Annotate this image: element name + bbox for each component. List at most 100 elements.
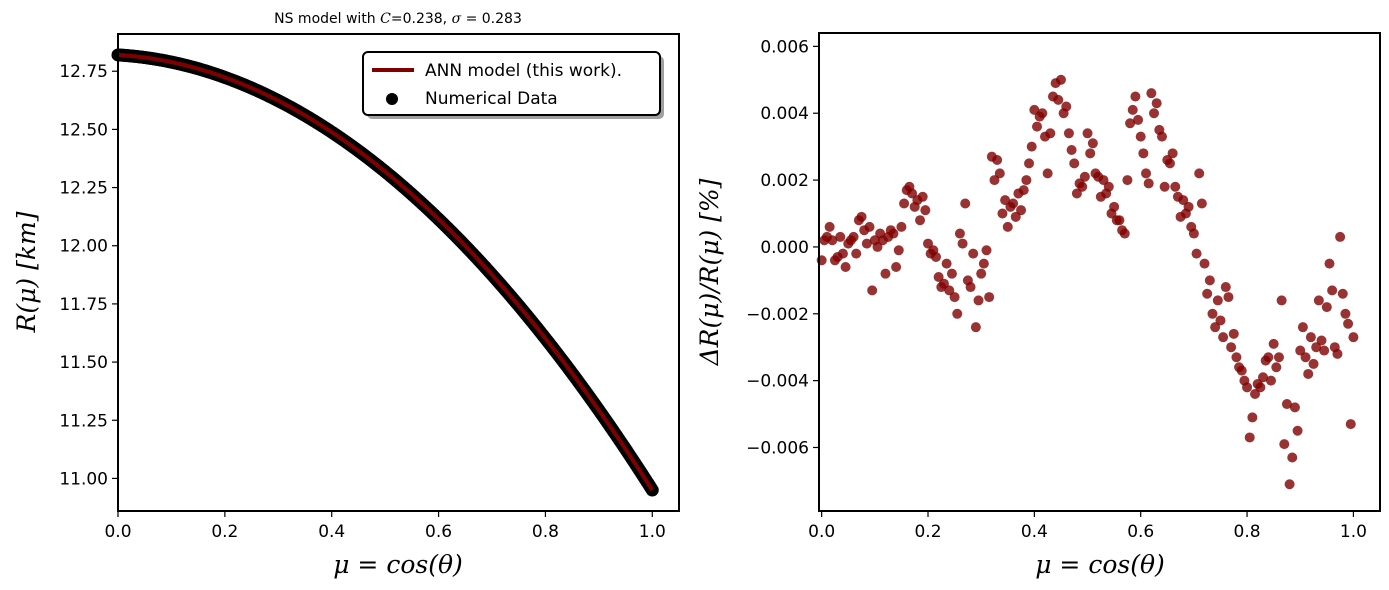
- left-y-axis-ticks: 11.00 11.25 11.50 11.75 12.00 12.25 12.50 12.75: [59, 62, 118, 489]
- residual-point: [1348, 332, 1359, 343]
- residual-point: [845, 235, 856, 246]
- residual-point: [1231, 352, 1242, 363]
- right-chart: 0.0 0.2 0.4 0.6 0.8 1.0 −0.006 −0.004 −0.002 0.0…: [695, 32, 1381, 579]
- residual-point: [1287, 452, 1298, 463]
- residual-point: [944, 285, 955, 296]
- residual-point: [1002, 221, 1013, 232]
- y-tick-label: 0.004: [760, 104, 809, 124]
- residual-point: [1305, 332, 1316, 343]
- residual-point: [946, 268, 957, 279]
- residual-point: [1220, 282, 1231, 293]
- x-tick-label: 1.0: [1340, 522, 1367, 542]
- ann-model-line: [117, 52, 654, 492]
- x-tick-label: 0.0: [808, 522, 835, 542]
- residual-point: [1265, 375, 1276, 386]
- residual-point: [1087, 138, 1098, 149]
- residual-point: [1250, 389, 1261, 400]
- residual-point: [1042, 168, 1053, 179]
- residual-point: [1032, 121, 1043, 132]
- residual-point: [952, 308, 963, 319]
- residual-point: [933, 272, 944, 283]
- residual-point: [1244, 432, 1255, 443]
- residual-point: [930, 251, 941, 262]
- residual-point: [1311, 342, 1322, 353]
- residual-point: [872, 241, 883, 252]
- y-tick-label: 11.75: [59, 295, 108, 315]
- residual-point: [1289, 402, 1300, 413]
- y-tick-label: 12.75: [59, 62, 108, 82]
- residual-point: [1074, 178, 1085, 189]
- residual-point: [1000, 195, 1011, 206]
- residual-point: [1098, 175, 1109, 186]
- residual-point: [973, 295, 984, 306]
- residual-point: [1016, 205, 1027, 216]
- residual-point: [1005, 201, 1016, 212]
- residual-point: [1335, 231, 1346, 242]
- residual-point: [1154, 124, 1165, 135]
- left-chart: NS model with C=0.238, σ = 0.283 0.0 0.2 0…: [12, 11, 680, 579]
- residual-point: [1021, 175, 1032, 186]
- residual-point: [1024, 158, 1035, 169]
- residual-point: [1135, 131, 1146, 142]
- residual-point: [1258, 372, 1269, 383]
- residual-point: [891, 261, 902, 272]
- residual-point: [1319, 345, 1330, 356]
- left-plot-area: [111, 48, 659, 497]
- residual-point: [867, 285, 878, 296]
- residual-point: [1218, 332, 1229, 343]
- residual-point: [1066, 144, 1077, 155]
- residual-point: [1247, 412, 1258, 423]
- residual-point: [957, 238, 968, 249]
- residual-point: [1215, 315, 1226, 326]
- residual-point: [1167, 148, 1178, 159]
- residual-point: [829, 255, 840, 266]
- y-tick-label: 11.00: [59, 469, 108, 489]
- residual-point: [1063, 128, 1074, 139]
- residual-point: [1029, 104, 1040, 115]
- residual-point: [981, 245, 992, 256]
- residual-point: [1239, 375, 1250, 386]
- residual-point: [1223, 292, 1234, 303]
- residual-point: [960, 198, 971, 209]
- x-tick-label: 0.4: [1021, 522, 1048, 542]
- residual-point: [997, 208, 1008, 219]
- x-tick-label: 0.4: [318, 522, 345, 542]
- residual-point: [1170, 181, 1181, 192]
- residual-point: [1324, 258, 1335, 269]
- residual-point: [915, 215, 926, 226]
- residual-point: [1308, 358, 1319, 369]
- residual-point: [1138, 148, 1149, 159]
- residual-point: [1164, 158, 1175, 169]
- residual-point: [1226, 342, 1237, 353]
- y-tick-label: −0.004: [746, 372, 809, 392]
- residual-point: [917, 191, 928, 202]
- residual-point: [1340, 308, 1351, 319]
- residual-point: [1149, 108, 1160, 119]
- legend-marker-swatch: [386, 93, 398, 105]
- residual-point: [1316, 335, 1327, 346]
- residual-point: [1297, 322, 1308, 333]
- residual-point: [1133, 114, 1144, 125]
- y-tick-label: 11.50: [59, 353, 108, 373]
- residual-point: [1255, 382, 1266, 393]
- left-x-axis-ticks: 0.0 0.2 0.4 0.6 0.8 1.0: [104, 511, 666, 542]
- residual-point: [880, 268, 891, 279]
- x-tick-label: 0.8: [1234, 522, 1261, 542]
- left-axes-frame: [117, 33, 680, 512]
- residual-point: [1026, 141, 1037, 152]
- residual-point: [1037, 108, 1048, 119]
- residual-point: [1199, 258, 1210, 269]
- residual-point: [1273, 352, 1284, 363]
- y-tick-label: 0.002: [760, 171, 809, 191]
- residual-point: [994, 168, 1005, 179]
- residual-point: [1058, 108, 1069, 119]
- residual-point: [819, 235, 830, 246]
- y-tick-label: 0.000: [760, 238, 809, 258]
- legend-label-numerical-data: Numerical Data: [425, 89, 558, 109]
- residual-point: [1090, 168, 1101, 179]
- residual-point: [1268, 338, 1279, 349]
- residual-point: [840, 261, 851, 272]
- residual-point: [954, 228, 965, 239]
- residual-point: [1329, 342, 1340, 353]
- residual-point: [1159, 181, 1170, 192]
